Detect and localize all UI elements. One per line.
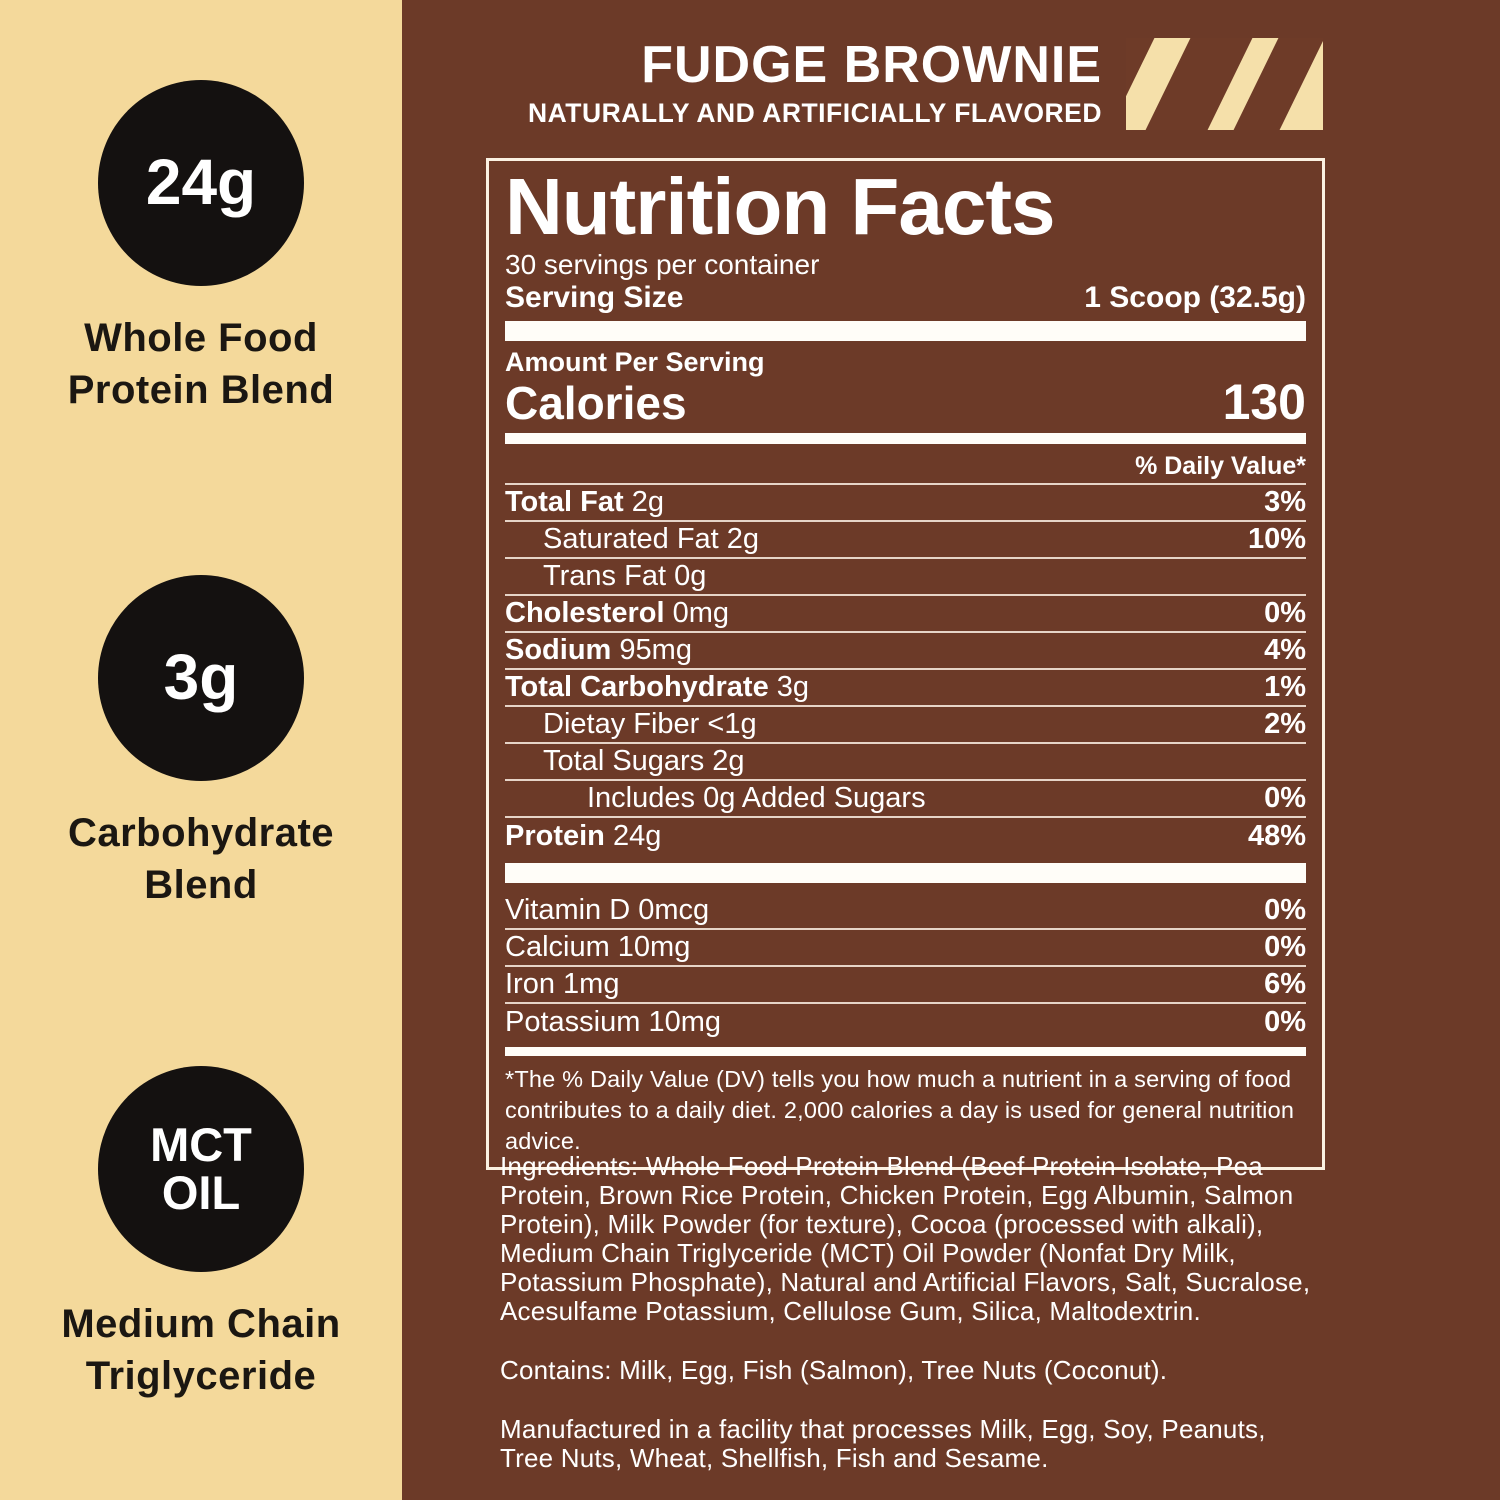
sidebar-highlights: 24g Whole Food Protein Blend 3g Carbohyd…	[0, 0, 402, 1500]
carb-badge-value: 3g	[163, 641, 239, 714]
nutrient-row: Potassium 10mg 0%	[505, 1006, 1306, 1038]
mct-badge-caption: Medium Chain Triglyceride	[61, 1302, 341, 1398]
flavor-name: FUDGE BROWNIE	[641, 36, 1102, 95]
serving-size-label: Serving Size	[505, 281, 684, 314]
divider-bar-thick	[505, 321, 1306, 341]
nutrient-row: Vitamin D 0mcg 0%	[505, 893, 1306, 930]
flavor-header-text: FUDGE BROWNIE NATURALLY AND ARTIFICIALLY…	[528, 38, 1102, 129]
mct-badge-circle: MCT OIL	[98, 1066, 304, 1272]
nutrient-row: Iron 1mg 6%	[505, 967, 1306, 1004]
divider-bar-medium	[505, 433, 1306, 444]
nutrient-rows: Total Fat 2g 3% Saturated Fat 2g 10% Trans F…	[505, 485, 1306, 855]
daily-value-footnote: *The % Daily Value (DV) tells you how mu…	[505, 1066, 1295, 1154]
nutrient-row: Total Sugars 2g	[505, 744, 1306, 781]
nutrient-row: Total Fat 2g 3%	[505, 485, 1306, 522]
nutrient-row: Protein 24g 48%	[505, 820, 1306, 852]
divider-bar-medium	[505, 1047, 1306, 1056]
brownie-icon	[1126, 38, 1323, 130]
nutrient-row: Total Carbohydrate 3g 1%	[505, 670, 1306, 707]
flavor-subtitle: NATURALLY AND ARTIFICIALLY FLAVORED	[527, 97, 1102, 128]
calories-row: Calories 130	[505, 377, 1306, 428]
servings-per-container: 30 servings per container	[505, 249, 820, 280]
nutrient-row: Includes 0g Added Sugars 0%	[505, 781, 1306, 818]
feature-mct-oil: MCT OIL Medium Chain Triglyceride	[0, 1066, 402, 1402]
contains-text: Contains: Milk, Egg, Fish (Salmon), Tree…	[500, 1355, 1168, 1385]
nutrient-row: Sodium 95mg 4%	[505, 633, 1306, 670]
nutrition-facts-title: Nutrition Facts	[505, 162, 1055, 251]
amount-per-serving: Amount Per Serving	[505, 347, 765, 377]
flavor-header: FUDGE BROWNIE NATURALLY AND ARTIFICIALLY…	[402, 38, 1323, 130]
ingredients-text: Ingredients: Whole Food Protein Blend (B…	[500, 1151, 1311, 1326]
nutrient-row: Saturated Fat 2g 10%	[505, 522, 1306, 559]
ingredients-section: Ingredients: Whole Food Protein Blend (B…	[500, 1152, 1322, 1473]
nutrient-row: Dietay Fiber <1g 2%	[505, 707, 1306, 744]
serving-size-row: Serving Size 1 Scoop (32.5g)	[505, 281, 1306, 315]
nutrient-row: Cholesterol 0mg 0%	[505, 596, 1306, 633]
calories-value: 130	[1222, 374, 1306, 430]
nutrient-row: Trans Fat 0g	[505, 559, 1306, 596]
label-main-area: FUDGE BROWNIE NATURALLY AND ARTIFICIALLY…	[402, 0, 1500, 1500]
divider-bar-thick	[505, 863, 1306, 883]
carb-badge-caption: Carbohydrate Blend	[67, 811, 335, 907]
protein-badge-circle: 24g	[98, 80, 304, 286]
feature-carbohydrate: 3g Carbohydrate Blend	[0, 575, 402, 911]
vitamin-rows: Vitamin D 0mcg 0% Calcium 10mg 0% Iron 1mg 6%…	[505, 893, 1306, 1041]
serving-size-value: 1 Scoop (32.5g)	[1084, 281, 1306, 314]
carb-badge-circle: 3g	[98, 575, 304, 781]
manufactured-text: Manufactured in a facility that processe…	[500, 1414, 1266, 1473]
feature-protein: 24g Whole Food Protein Blend	[0, 80, 402, 416]
daily-value-header: % Daily Value*	[505, 449, 1306, 485]
nutrient-row: Calcium 10mg 0%	[505, 930, 1306, 967]
calories-label: Calories	[505, 377, 687, 429]
nutrition-facts-panel: Nutrition Facts 30 servings per containe…	[486, 158, 1325, 1170]
protein-badge-value: 24g	[145, 146, 257, 219]
mct-badge-value: MCT OIL	[150, 1118, 252, 1219]
protein-badge-caption: Whole Food Protein Blend	[67, 316, 335, 412]
